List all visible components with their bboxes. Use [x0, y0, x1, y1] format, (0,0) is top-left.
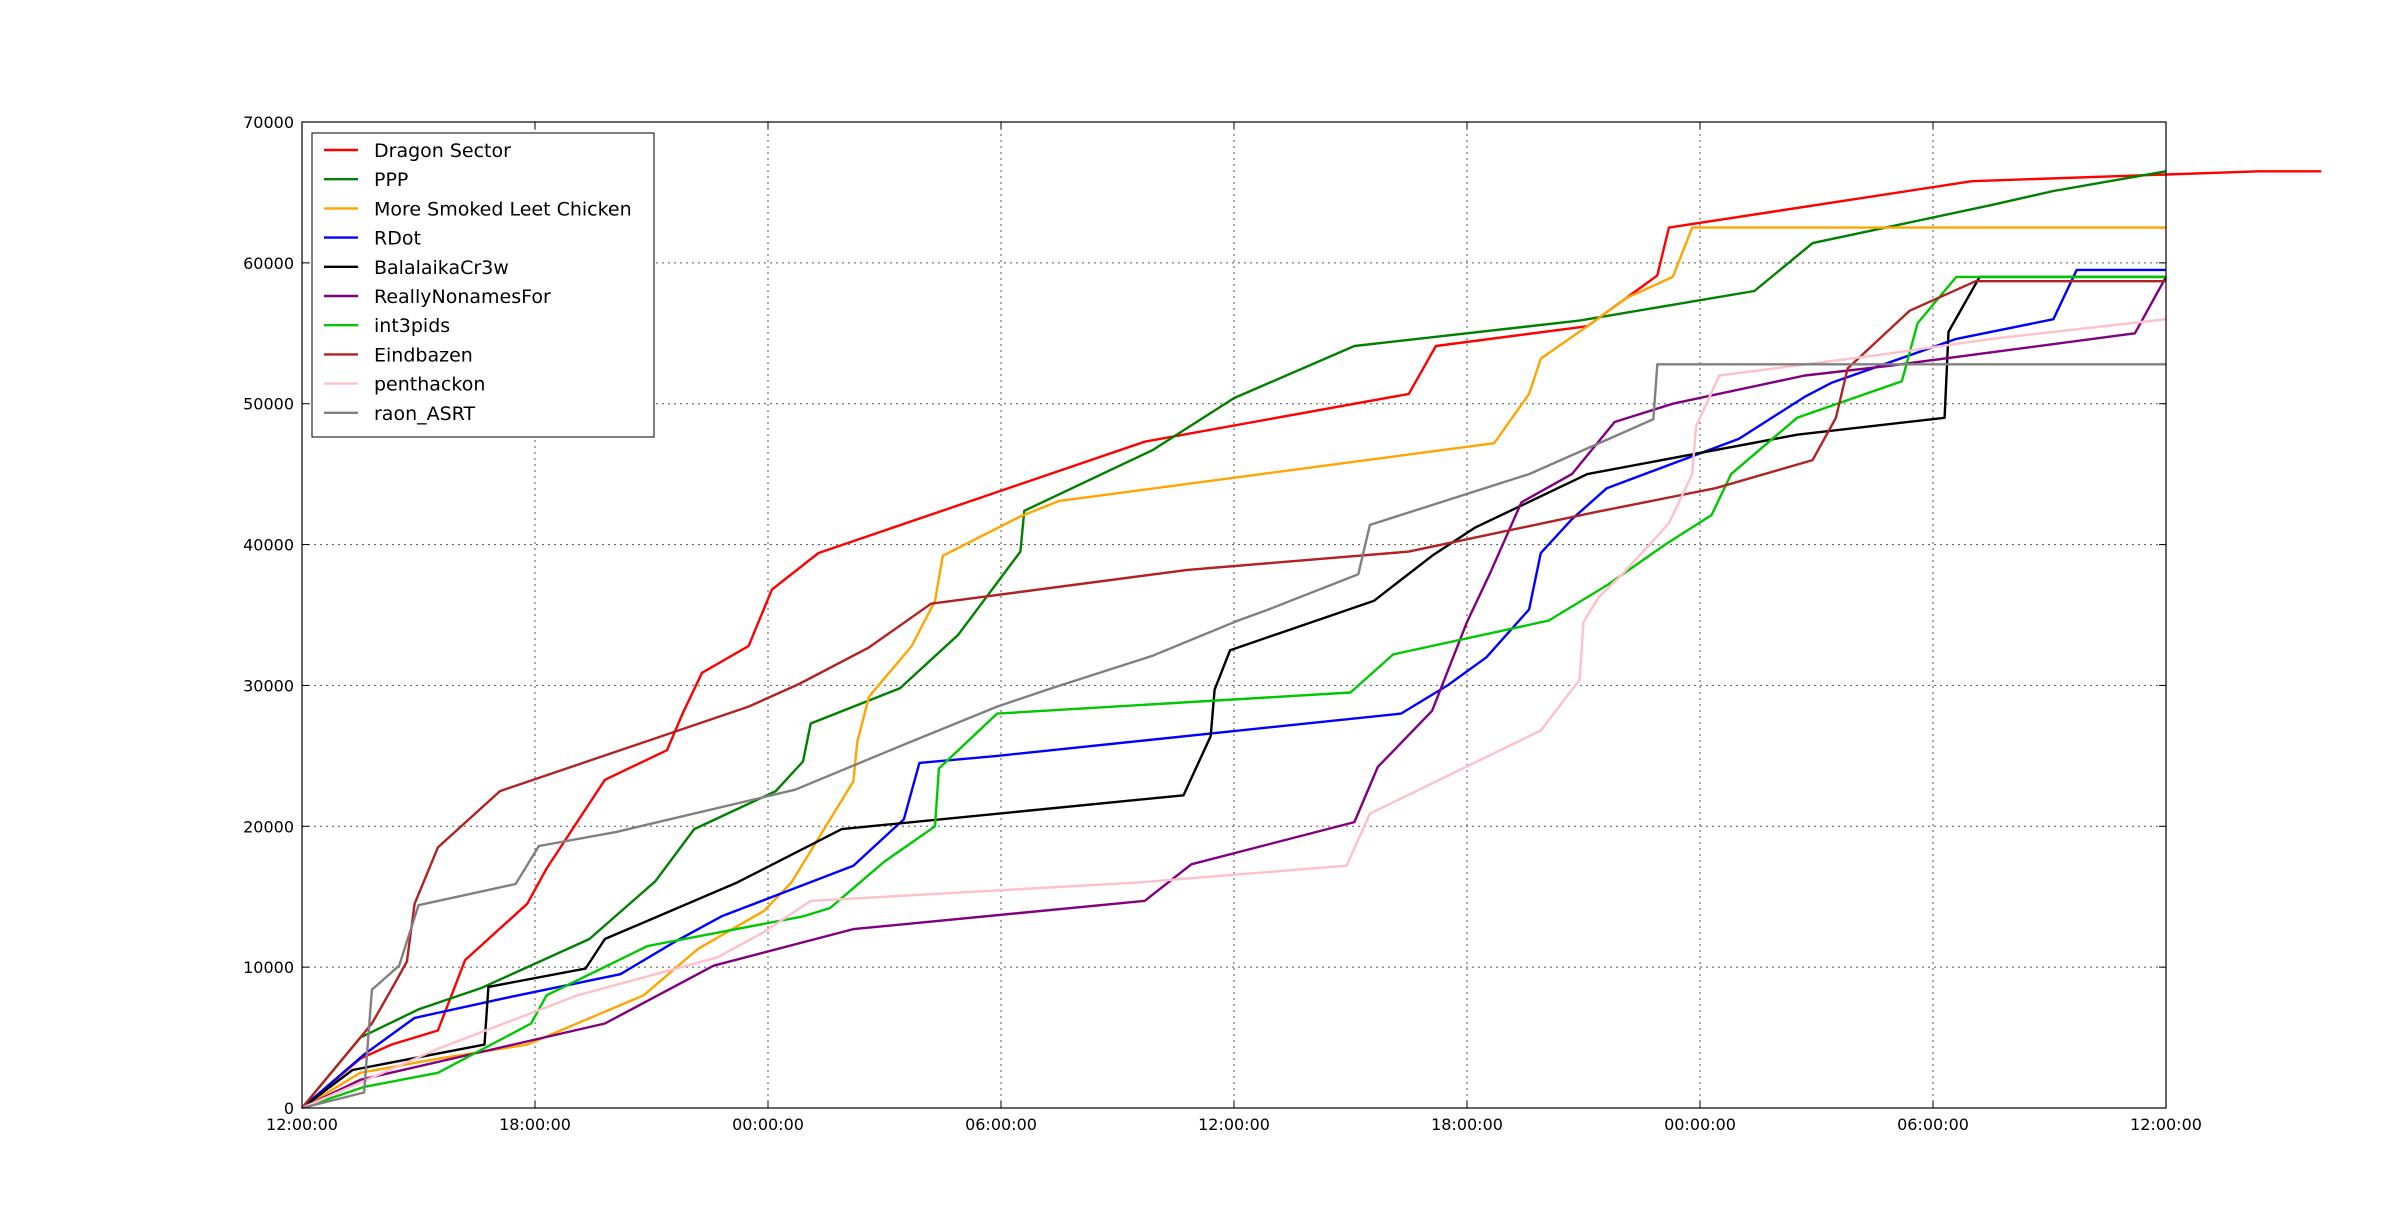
series-line-eindbazen: [301, 280, 2166, 1109]
grid: [302, 122, 2166, 1108]
series-line-ppp: [301, 170, 2167, 1109]
x-tick-label: 18:00:00: [1431, 1115, 1503, 1134]
series-line-rdot: [301, 268, 2166, 1109]
legend-label: RDot: [374, 228, 421, 250]
legend-box: [311, 132, 655, 438]
legend-label: raon_ASRT: [374, 403, 475, 425]
y-tick-label: 0: [284, 1099, 294, 1118]
series-lines: [301, 170, 2322, 1110]
series-line-more-smoked-leet-chicken: [301, 226, 2166, 1110]
series-line-penthackon: [301, 318, 2167, 1110]
y-tick-label: 20000: [243, 817, 294, 836]
axis-ticks: 12:00:00 18:00:00 00:00:00 06:00:00 12:00:00…: [243, 113, 2202, 1134]
series-line-int3pids: [301, 275, 2166, 1110]
series-line-balalaikacr3w: [301, 275, 2166, 1109]
legend-label: Dragon Sector: [374, 140, 511, 162]
legend-label: penthackon: [374, 374, 485, 396]
x-tick-label: 12:00:00: [266, 1115, 338, 1134]
x-tick-label: 06:00:00: [965, 1115, 1037, 1134]
x-tick-label: 00:00:00: [1664, 1115, 1736, 1134]
y-tick-label: 40000: [243, 536, 294, 555]
legend-label: BalalaikaCr3w: [374, 257, 509, 279]
x-tick-label: 12:00:00: [1198, 1115, 1270, 1134]
series-line-raon-asrt: [301, 363, 2166, 1110]
y-tick-label: 10000: [243, 958, 294, 977]
series-line-reallynonamesfor: [301, 276, 2168, 1110]
legend: Dragon Sector PPP More Smoked Leet Chicken…: [311, 132, 655, 438]
x-tick-label: 06:00:00: [1897, 1115, 1969, 1134]
y-tick-label: 70000: [243, 113, 294, 132]
series-line-dragon-sector: [301, 170, 2322, 1109]
x-tick-label: 00:00:00: [732, 1115, 804, 1134]
y-tick-label: 50000: [243, 395, 294, 414]
x-tick-label: 12:00:00: [2130, 1115, 2202, 1134]
y-tick-label: 60000: [243, 254, 294, 273]
legend-label: PPP: [374, 169, 408, 191]
legend-label: More Smoked Leet Chicken: [374, 198, 632, 220]
y-tick-label: 30000: [243, 676, 294, 695]
legend-label: Eindbazen: [374, 344, 473, 366]
legend-label: int3pids: [374, 315, 450, 337]
legend-label: ReallyNonamesFor: [374, 286, 551, 308]
x-tick-label: 18:00:00: [499, 1115, 571, 1134]
